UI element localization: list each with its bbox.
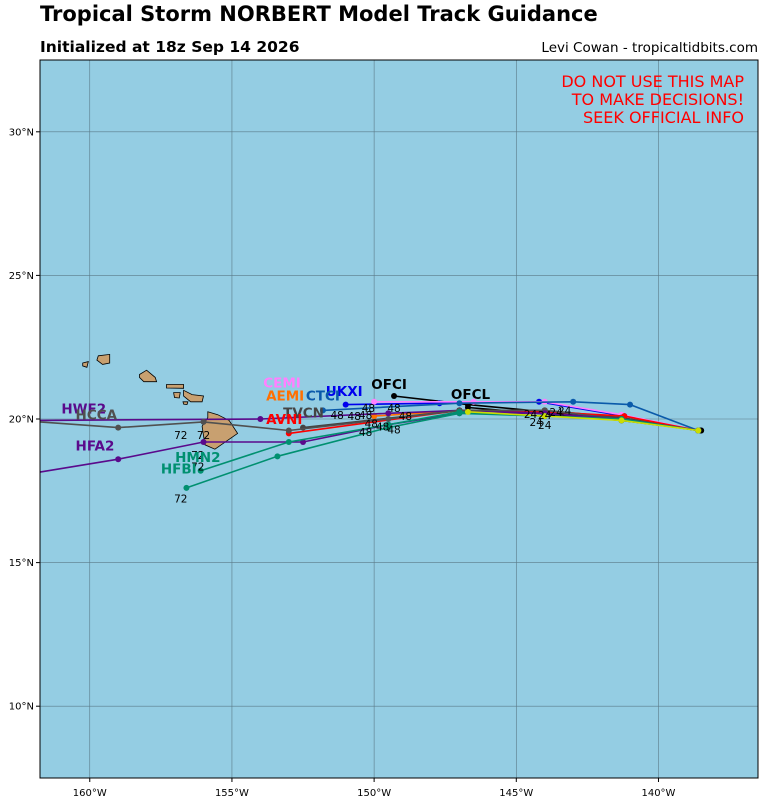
hour-label: 24 bbox=[538, 410, 552, 422]
map-title: Tropical Storm NORBERT Model Track Guida… bbox=[40, 2, 598, 26]
map-subtitle: Initialized at 18z Sep 14 2026 bbox=[40, 38, 300, 56]
tick-label-lat: 10°N bbox=[9, 702, 34, 713]
track-point bbox=[274, 453, 281, 460]
tick-label-lon: 155°W bbox=[215, 788, 249, 799]
hour-label: 48 bbox=[365, 419, 378, 431]
island-lanai bbox=[173, 392, 181, 399]
model-label-ukxi: UKXI bbox=[326, 384, 363, 400]
hour-label: 48 bbox=[387, 403, 400, 415]
track-point bbox=[200, 418, 207, 425]
axes: 160°W 155°W 150°W 145°W 140°W 10°N 15°N 20°N 25°… bbox=[9, 127, 676, 799]
tick-label-lon: 150°W bbox=[357, 788, 391, 799]
track-point bbox=[285, 438, 292, 445]
island-kauai bbox=[96, 353, 111, 365]
track-point bbox=[183, 484, 190, 491]
hour-label: 24 bbox=[538, 420, 552, 432]
tick-label-lat: 30°N bbox=[9, 127, 34, 138]
track-point bbox=[342, 401, 349, 408]
tick-label-lon: 145°W bbox=[499, 788, 533, 799]
hour-label: 72 bbox=[191, 462, 204, 474]
model-label-tvcn: TVCN bbox=[283, 406, 324, 422]
model-label-ofci: OFCI bbox=[371, 377, 407, 393]
island-oahu bbox=[139, 369, 158, 383]
track-ofcl-yl bbox=[464, 408, 702, 434]
track-point bbox=[391, 393, 398, 400]
track-point bbox=[385, 424, 392, 431]
model-label-hwf2: HWF2 bbox=[61, 401, 106, 417]
track-point bbox=[257, 416, 264, 422]
hour-label: 72 bbox=[197, 430, 210, 442]
hour-label: 24 bbox=[530, 417, 544, 429]
model-label-aemi: AEMI bbox=[266, 388, 304, 404]
model-label-hfbi: HFBI bbox=[161, 462, 197, 478]
tick-label-lat: 15°N bbox=[9, 558, 34, 569]
disclaimer-line: TO MAKE DECISIONS! bbox=[571, 90, 744, 109]
hour-label: 72 bbox=[174, 430, 187, 442]
track-point bbox=[197, 467, 204, 474]
track-point bbox=[456, 410, 463, 417]
tick-label-lat: 20°N bbox=[9, 415, 34, 426]
track-point bbox=[464, 408, 471, 415]
hour-label: 24 bbox=[558, 406, 572, 418]
island-molokai bbox=[166, 384, 185, 389]
track-point bbox=[618, 417, 625, 424]
model-label-ofcl: OFCL bbox=[451, 387, 491, 403]
model-label-cemi: CEMI bbox=[263, 375, 301, 391]
track-point bbox=[285, 427, 292, 434]
tick-label-lat: 25°N bbox=[9, 271, 34, 282]
track-point bbox=[385, 410, 392, 417]
hour-label: 48 bbox=[399, 411, 412, 423]
track-point bbox=[115, 456, 122, 463]
hour-label: 24 bbox=[524, 409, 538, 421]
model-label-ctci: CTCI bbox=[306, 388, 340, 404]
track-point bbox=[319, 407, 326, 414]
track-point bbox=[200, 438, 207, 445]
map-credit: Levi Cowan - tropicaltidbits.com bbox=[541, 40, 758, 56]
hour-label: 72 bbox=[174, 493, 187, 505]
track-point bbox=[464, 404, 471, 411]
model-label-hcca: HCCA bbox=[76, 408, 118, 424]
hour-label: 48 bbox=[376, 421, 389, 433]
island-maui bbox=[183, 389, 204, 403]
track-point bbox=[371, 398, 378, 405]
track-point bbox=[541, 413, 548, 420]
model-label-hmn2: HMN2 bbox=[175, 450, 220, 466]
hour-label: 24 bbox=[549, 407, 563, 419]
track-point bbox=[627, 401, 634, 408]
track-point bbox=[385, 416, 392, 422]
track-line bbox=[467, 411, 699, 432]
disclaimer-line: DO NOT USE THIS MAP bbox=[561, 72, 744, 91]
model-tracks bbox=[39, 393, 705, 491]
hour-label: 72 bbox=[191, 450, 204, 462]
tick-label-lon: 160°W bbox=[73, 788, 107, 799]
hour-label: 48 bbox=[359, 410, 372, 422]
disclaimer-line: SEEK OFFICIAL INFO bbox=[583, 108, 744, 127]
model-label-avni: AVNI bbox=[266, 412, 302, 428]
island-kahoolawe bbox=[182, 401, 189, 406]
hour-label: 48 bbox=[348, 411, 361, 423]
hour-label: 48 bbox=[387, 424, 400, 436]
track-point bbox=[115, 424, 122, 431]
hour-label: 48 bbox=[359, 427, 372, 439]
island-niihau bbox=[82, 361, 89, 368]
hour-label: 48 bbox=[330, 410, 343, 422]
tick-label-lon: 140°W bbox=[641, 788, 675, 799]
track-point bbox=[570, 398, 577, 405]
land bbox=[82, 353, 239, 450]
model-label-hfa2: HFA2 bbox=[76, 439, 115, 455]
hour-label: 48 bbox=[362, 403, 375, 415]
track-point bbox=[456, 400, 463, 407]
track-point bbox=[695, 427, 702, 434]
